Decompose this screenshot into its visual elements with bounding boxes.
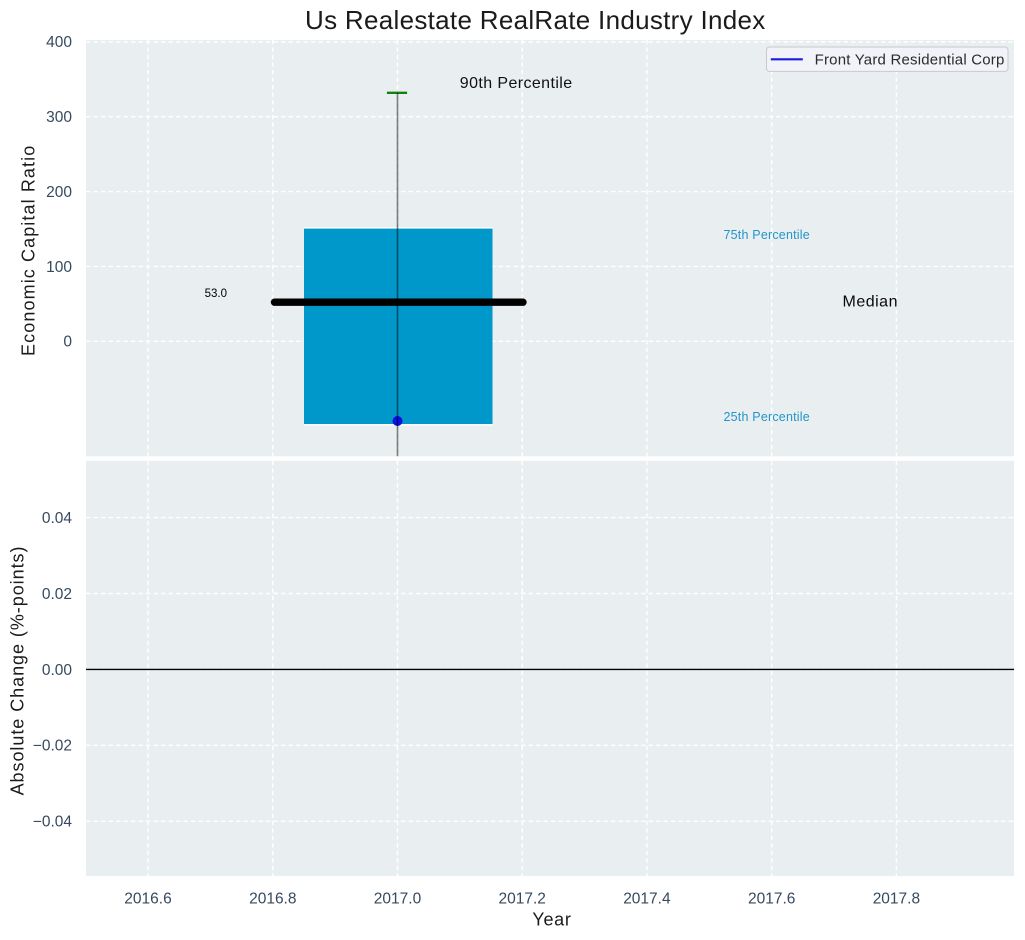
svg-text:−0.04: −0.04 — [33, 814, 73, 831]
svg-text:−0.02: −0.02 — [33, 738, 72, 755]
svg-text:2016.6: 2016.6 — [124, 891, 171, 908]
svg-text:Absolute Change (%-points): Absolute Change (%-points) — [8, 546, 28, 796]
svg-text:2017.2: 2017.2 — [498, 891, 545, 908]
svg-text:Front Yard Residential Corp: Front Yard Residential Corp — [815, 52, 1005, 69]
svg-text:90th Percentile: 90th Percentile — [460, 75, 573, 92]
svg-text:53.0: 53.0 — [205, 288, 227, 300]
svg-text:2017.6: 2017.6 — [748, 891, 795, 908]
svg-text:400: 400 — [46, 34, 72, 51]
svg-text:Economic Capital Ratio: Economic Capital Ratio — [18, 145, 38, 356]
svg-text:200: 200 — [46, 184, 72, 201]
svg-text:2017.8: 2017.8 — [873, 891, 920, 908]
svg-text:Year: Year — [532, 909, 571, 929]
svg-text:75th Percentile: 75th Percentile — [724, 228, 810, 242]
svg-text:300: 300 — [46, 109, 72, 126]
svg-text:100: 100 — [46, 259, 72, 276]
svg-text:2017.0: 2017.0 — [374, 891, 422, 908]
svg-text:25th Percentile: 25th Percentile — [724, 410, 810, 424]
svg-text:0.04: 0.04 — [42, 510, 73, 527]
svg-text:Median: Median — [843, 294, 898, 311]
svg-text:0.02: 0.02 — [42, 586, 72, 603]
svg-text:0: 0 — [63, 334, 72, 351]
svg-text:2016.8: 2016.8 — [249, 891, 296, 908]
svg-text:2017.4: 2017.4 — [623, 891, 671, 908]
svg-text:Us Realestate RealRate Industr: Us Realestate RealRate Industry Index — [305, 5, 766, 35]
svg-text:0.00: 0.00 — [42, 662, 73, 679]
